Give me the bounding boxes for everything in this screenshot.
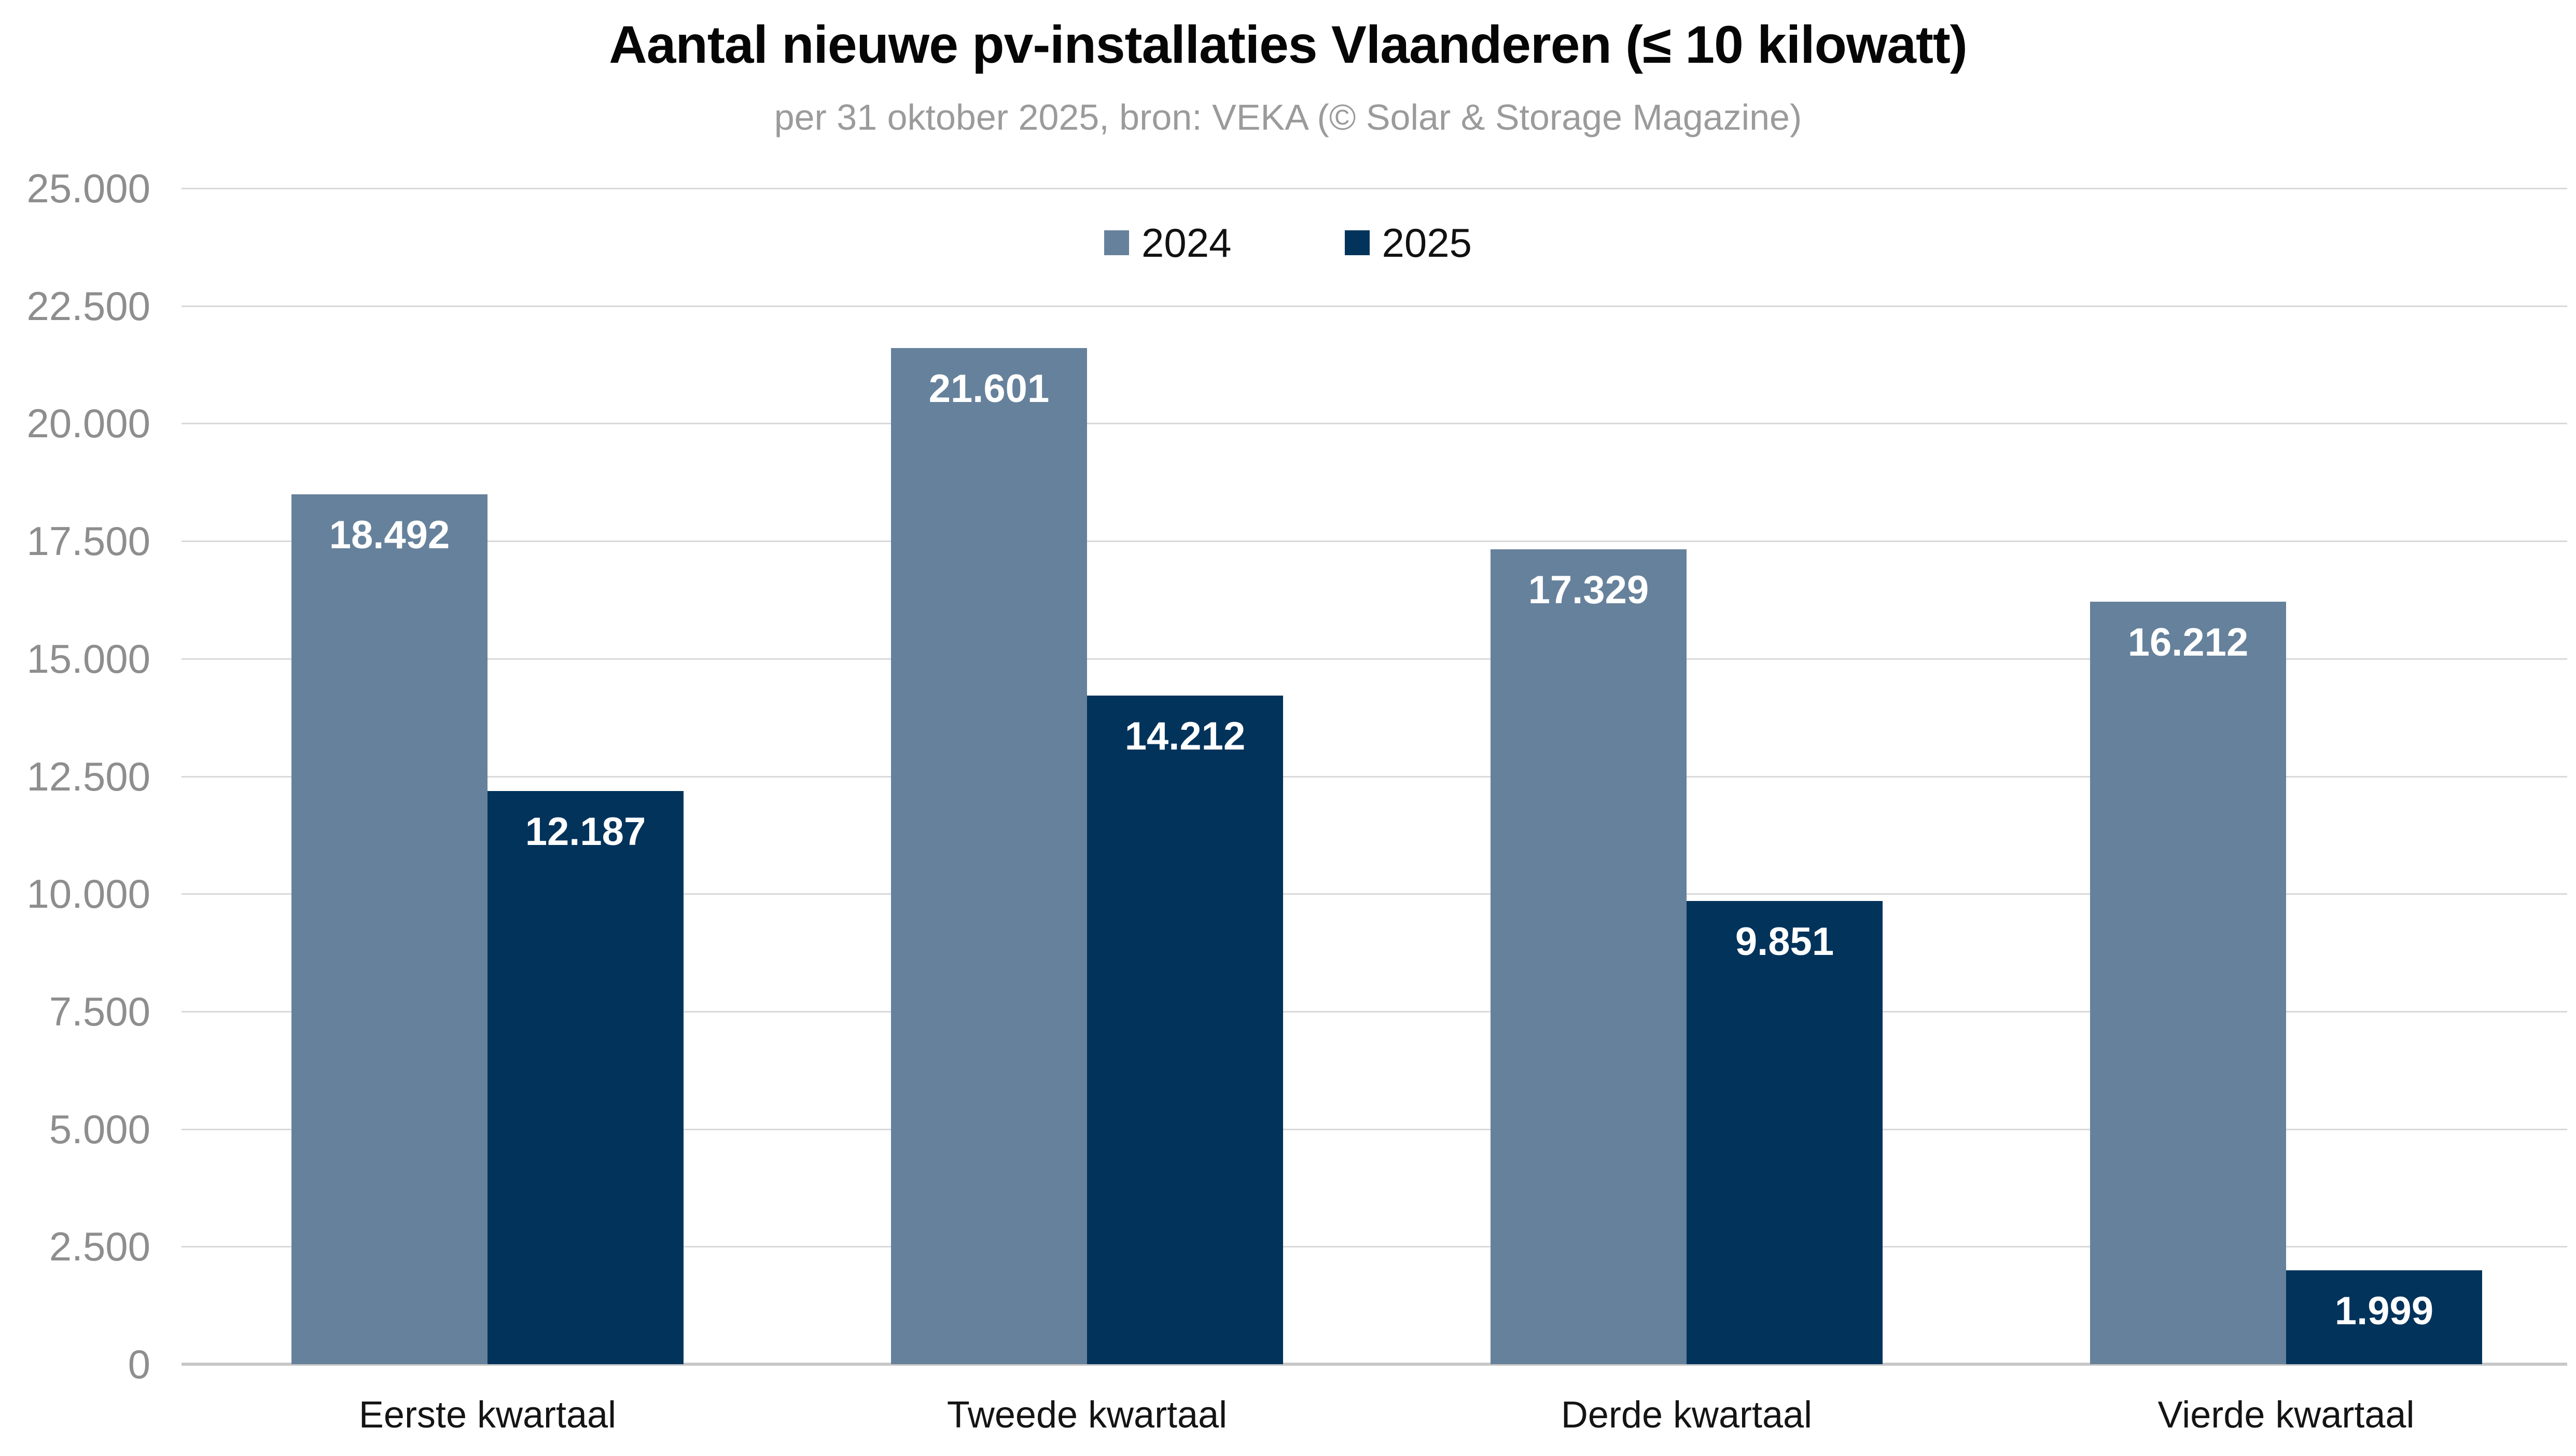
- bar-2025-derde-kwartaal: 9.851: [1687, 901, 1883, 1364]
- gridline: [182, 188, 2567, 189]
- bar-value-label: 9.851: [1735, 920, 1834, 964]
- bar-value-label: 1.999: [2334, 1289, 2434, 1333]
- bar-value-label: 17.329: [1528, 568, 1649, 612]
- x-axis-baseline: [182, 1363, 2567, 1366]
- x-category-label: Derde kwartaal: [1561, 1394, 1813, 1436]
- legend-entry-2025: 2025: [1344, 219, 1472, 267]
- y-tick-label: 10.000: [26, 871, 150, 917]
- gridline: [182, 893, 2567, 895]
- y-tick-label: 2.500: [49, 1224, 150, 1270]
- legend-label: 2025: [1382, 219, 1472, 266]
- bar-2024-vierde-kwartaal: 16.212: [2090, 602, 2286, 1364]
- y-tick-label: 7.500: [49, 988, 150, 1034]
- gridline: [182, 305, 2567, 307]
- legend-swatch-icon: [1344, 230, 1370, 255]
- bar-value-label: 12.187: [525, 810, 646, 854]
- x-category-label: Vierde kwartaal: [2157, 1394, 2415, 1436]
- chart-subtitle: per 31 oktober 2025, bron: VEKA (© Solar…: [774, 97, 1802, 137]
- bar-value-label: 21.601: [928, 367, 1050, 411]
- gridline: [182, 1010, 2567, 1013]
- bar-value-label: 14.212: [1124, 714, 1246, 758]
- bar-group-4: 16.212 1.999: [2090, 188, 2482, 1364]
- gridline: [182, 775, 2567, 778]
- gridline: [182, 540, 2567, 543]
- y-tick-label: 22.500: [26, 283, 150, 329]
- y-tick-label: 5.000: [49, 1106, 150, 1152]
- y-tick-label: 25.000: [26, 165, 150, 211]
- bar-value-label: 18.492: [329, 513, 450, 557]
- legend-label: 2024: [1141, 219, 1232, 266]
- bar-value-label: 16.212: [2127, 620, 2249, 664]
- bar-2025-tweede-kwartaal: 14.212: [1087, 696, 1283, 1364]
- gridline: [182, 658, 2567, 660]
- legend-entry-2024: 2024: [1104, 219, 1232, 267]
- gridline: [182, 1246, 2567, 1248]
- x-category-label: Eerste kwartaal: [358, 1394, 617, 1436]
- x-category-label: Tweede kwartaal: [946, 1394, 1228, 1436]
- gridline: [182, 1128, 2567, 1130]
- bar-group-2: 21.601 14.212: [891, 188, 1283, 1364]
- bar-2024-tweede-kwartaal: 21.601: [891, 348, 1087, 1364]
- gridline: [182, 423, 2567, 425]
- y-tick-label: 15.000: [26, 635, 150, 682]
- y-tick-label: 20.000: [26, 400, 150, 447]
- legend: 2024 2025: [0, 217, 2576, 269]
- bar-2025-vierde-kwartaal: 1.999: [2286, 1270, 2482, 1364]
- y-tick-label: 17.500: [26, 518, 150, 564]
- y-tick-label: 12.500: [26, 753, 150, 799]
- bar-2024-derde-kwartaal: 17.329: [1491, 549, 1687, 1364]
- legend-swatch-icon: [1104, 230, 1129, 255]
- y-tick-label: 0: [128, 1341, 150, 1387]
- bar-group-1: 18.492 12.187: [291, 188, 684, 1364]
- bar-group-3: 17.329 9.851: [1491, 188, 1883, 1364]
- chart-title: Aantal nieuwe pv-installaties Vlaanderen…: [609, 15, 1968, 74]
- bar-2024-eerste-kwartaal: 18.492: [291, 494, 488, 1364]
- bar-2025-eerste-kwartaal: 12.187: [488, 791, 684, 1364]
